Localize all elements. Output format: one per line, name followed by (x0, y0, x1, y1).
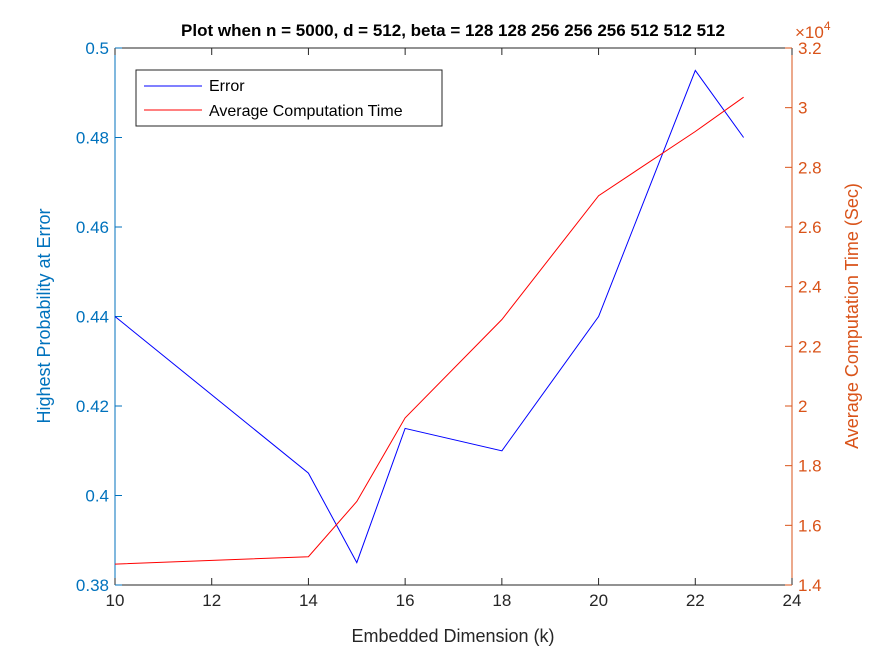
left-tick-label: 0.5 (85, 39, 109, 58)
left-tick-label: 0.48 (76, 129, 109, 148)
right-tick-label: 1.8 (798, 457, 822, 476)
right-tick-label: 2 (798, 397, 807, 416)
legend-box (135, 69, 443, 127)
x-tick-label: 20 (589, 591, 608, 610)
right-tick-label: 2.6 (798, 218, 822, 237)
right-tick-label: 2.4 (798, 278, 822, 297)
left-tick-label: 0.42 (76, 397, 109, 416)
legend-error-label: Error (209, 78, 245, 95)
legend-time-label: Average Computation Time (209, 103, 403, 120)
right-axis-label: Average Computation Time (Sec) (842, 183, 862, 449)
right-tick-label: 3 (798, 99, 807, 118)
right-tick-label: 2.2 (798, 337, 822, 356)
left-axis-label: Highest Probability at Error (34, 208, 54, 423)
chart-title: Plot when n = 5000, d = 512, beta = 128 … (181, 21, 725, 40)
right-tick-label: 1.4 (798, 576, 822, 595)
x-tick-label: 14 (299, 591, 318, 610)
left-tick-label: 0.4 (85, 487, 109, 506)
x-tick-label: 24 (783, 591, 802, 610)
left-tick-label: 0.38 (76, 576, 109, 595)
left-tick-label: 0.46 (76, 218, 109, 237)
right-tick-label: 3.2 (798, 39, 822, 58)
x-tick-label: 18 (492, 591, 511, 610)
right-tick-label: 2.8 (798, 158, 822, 177)
x-tick-label: 10 (106, 591, 125, 610)
legend: Error Average Computation Time (135, 69, 443, 127)
right-tick-label: 1.6 (798, 516, 822, 535)
plot-area: 10 12 14 16 18 20 22 24 0.38 0.4 0.42 0.44 0.46 0.48 0… (76, 39, 822, 610)
series-line-error (114, 69, 745, 564)
x-tick-label: 22 (686, 591, 705, 610)
left-tick-label: 0.44 (76, 308, 109, 327)
right-axis-exponent: ×104 (795, 19, 831, 42)
x-axis-label: Embedded Dimension (k) (351, 626, 554, 646)
x-tick-label: 12 (202, 591, 221, 610)
series-line-time (114, 96, 744, 565)
x-tick-label: 16 (396, 591, 415, 610)
